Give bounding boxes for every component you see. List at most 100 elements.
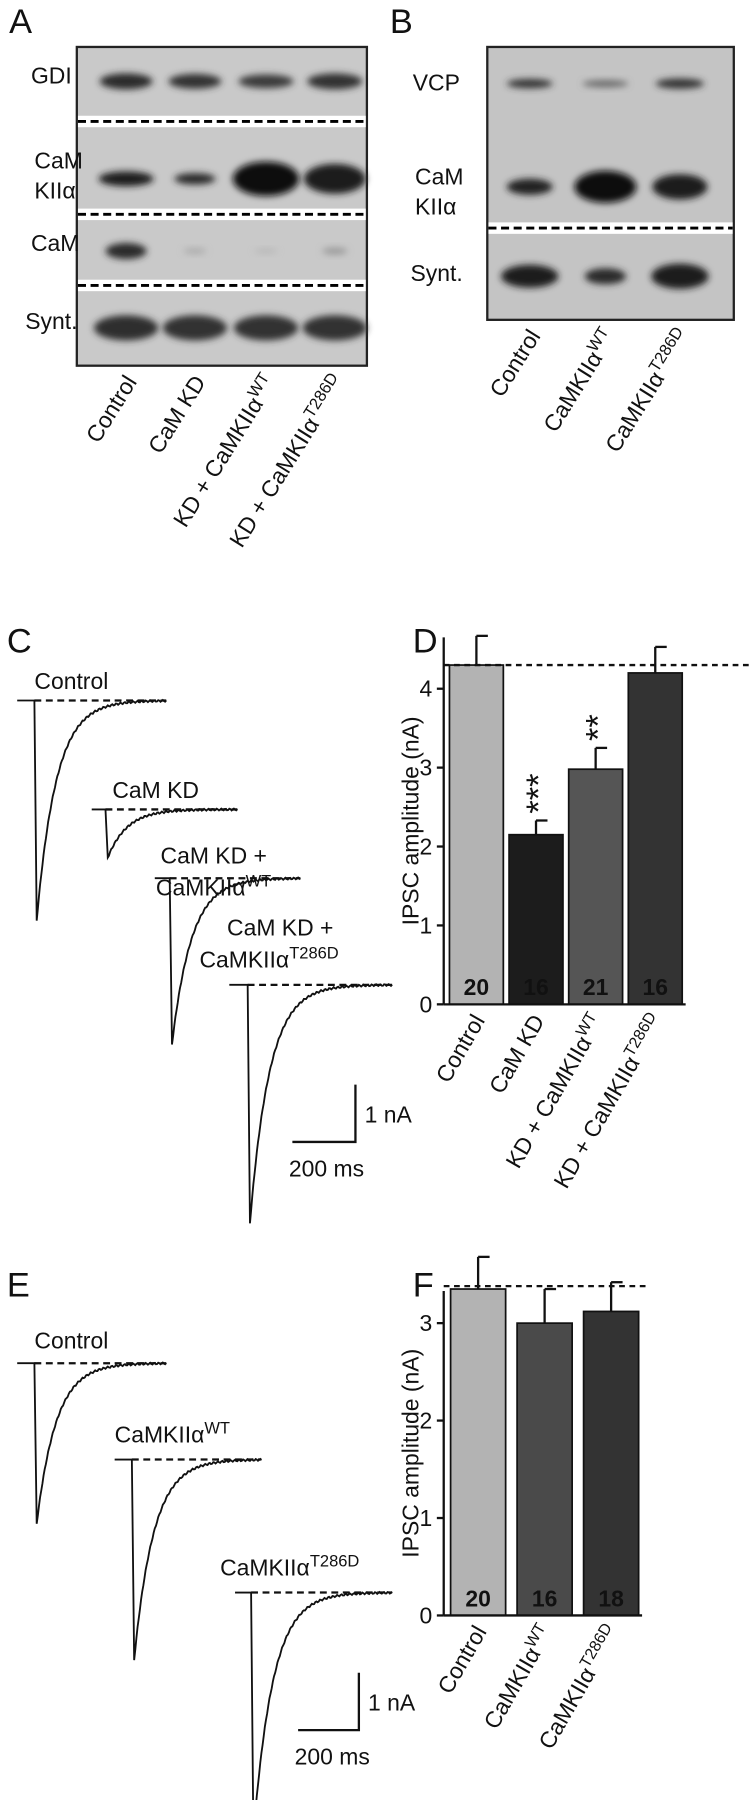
label-superscript: T286D — [646, 324, 688, 376]
label-text: CaM KD + — [161, 842, 267, 868]
row-label: CaM — [31, 230, 79, 256]
row-label: CaM — [415, 164, 463, 190]
label: CaM KD — [143, 371, 211, 458]
band — [232, 161, 300, 197]
band — [162, 315, 228, 341]
label-text: Control — [34, 1327, 108, 1353]
label-text: Control — [430, 1010, 489, 1087]
scale-x-label: 200 ms — [289, 1155, 364, 1181]
row-label: Synt. — [25, 308, 77, 334]
x-tick-label: Control — [430, 1010, 489, 1087]
label: CaMKIIαWT — [536, 324, 621, 437]
label-superscript: T286D — [289, 945, 339, 963]
significance: ** — [579, 714, 617, 741]
band — [655, 78, 704, 89]
band — [302, 315, 367, 341]
label-text: Control — [432, 1621, 491, 1698]
band — [168, 73, 222, 89]
x-tick-label: CaMKIIαT286D — [531, 1620, 624, 1753]
band — [183, 248, 207, 254]
band — [584, 268, 627, 285]
n-label: 20 — [464, 974, 490, 1000]
panel-label: E — [7, 1267, 30, 1305]
y-tick-label: 1 — [420, 912, 433, 938]
label-superscript: T286D — [620, 1009, 660, 1060]
label: Control — [34, 668, 108, 694]
label-text: Control — [81, 371, 142, 447]
row-label: CaM — [34, 147, 82, 173]
y-tick-label: 0 — [420, 1602, 433, 1628]
label-superscript: T286D — [310, 1552, 360, 1570]
separator — [488, 222, 733, 234]
scale-bar — [292, 1084, 357, 1144]
trace — [235, 1590, 393, 1800]
trace — [17, 698, 167, 921]
n-label: 20 — [465, 1585, 491, 1611]
row-label: Synt. — [410, 260, 462, 286]
y-tick-label: 1 — [420, 1505, 433, 1531]
label-text: CaMKIIα — [533, 1663, 600, 1754]
y-tick-label: 0 — [420, 991, 433, 1017]
label-text: CaMKIIα — [115, 1421, 205, 1447]
band — [651, 263, 709, 289]
label-text: CaMKIIα — [220, 1554, 310, 1580]
label: CaMKIIαWT — [115, 1419, 230, 1447]
label-text: CaM KD — [484, 1010, 550, 1098]
bar — [516, 1322, 573, 1617]
band — [94, 315, 159, 341]
label-superscript: WT — [246, 872, 272, 890]
row-label: GDI — [31, 63, 72, 89]
row-label: KIIα — [415, 193, 456, 219]
band — [506, 178, 553, 195]
band — [99, 73, 153, 90]
label-text: CaM KD — [143, 371, 211, 458]
panel-label: C — [7, 622, 32, 660]
band — [105, 243, 147, 260]
band — [254, 248, 278, 254]
y-tick-label: 3 — [420, 755, 433, 781]
bar — [508, 833, 564, 1006]
x-tick-label: Control — [432, 1621, 491, 1698]
bar — [627, 672, 684, 1006]
label-text: CaM KD + — [227, 915, 333, 941]
panel-label: B — [390, 3, 413, 41]
blot-a — [75, 45, 369, 367]
scale-y-label: 1 nA — [368, 1690, 416, 1716]
band — [322, 247, 348, 255]
y-axis-label: IPSC amplitude (nA) — [397, 1349, 423, 1558]
label: CaMKIIαT286D — [598, 324, 696, 457]
panel-label: F — [413, 1267, 434, 1305]
n-label: 16 — [532, 1585, 558, 1611]
bar — [448, 664, 505, 1006]
label: CaMKIIαWT — [156, 872, 271, 900]
label: Control — [81, 371, 142, 447]
label-superscript: WT — [204, 1419, 230, 1437]
band — [98, 171, 154, 187]
label: CaMKIIαT286D — [200, 945, 339, 973]
scale-x-label: 200 ms — [295, 1744, 370, 1770]
label: KD + CaMKIIαT286D — [222, 369, 350, 551]
band — [652, 174, 708, 200]
band — [307, 73, 363, 90]
label-superscript: T286D — [576, 1620, 616, 1671]
n-label: 16 — [523, 974, 549, 1000]
bar — [449, 1288, 507, 1617]
row-label: KIIα — [34, 177, 75, 203]
panel-label: D — [413, 622, 438, 660]
y-axis-label: IPSC amplitude (nA) — [397, 716, 423, 925]
label: Control — [484, 325, 545, 401]
band — [574, 170, 637, 203]
label-superscript: T286D — [301, 369, 343, 421]
label-text: CaMKIIα — [538, 347, 608, 437]
panel-label: A — [9, 3, 32, 41]
scale-y-label: 1 nA — [365, 1101, 413, 1127]
y-tick-label: 4 — [420, 676, 433, 702]
x-tick-label: KD + CaMKIIαT286D — [547, 1009, 669, 1193]
significance: *** — [520, 773, 558, 813]
n-label: 21 — [583, 974, 609, 1000]
label: Control — [34, 1327, 108, 1353]
label-text: CaMKIIα — [156, 874, 246, 900]
band — [582, 80, 629, 88]
